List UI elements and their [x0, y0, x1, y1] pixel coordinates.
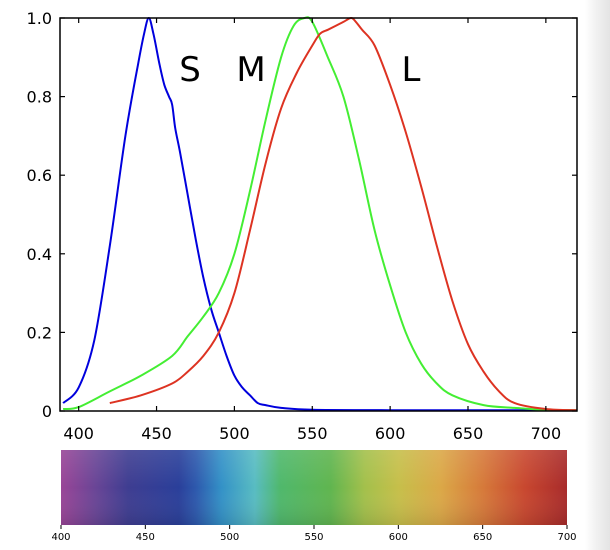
axes-frame	[59, 17, 578, 412]
series-line-l	[109, 17, 578, 412]
series-label-m: M	[236, 50, 265, 90]
y-tick-label: 0	[42, 402, 52, 421]
x-tick-label: 450	[141, 424, 172, 443]
series-line-s	[62, 17, 578, 412]
spectrum-tick-label: 600	[389, 532, 408, 543]
curves-layer	[62, 16, 578, 412]
spectrum-tick-label: 700	[557, 532, 576, 543]
spectrum-ticks: 400 450 500 550 600 650 700	[51, 525, 577, 543]
spectrum-tick-label: 450	[136, 532, 155, 543]
spectrum-tick-label: 650	[473, 532, 492, 543]
x-tick-label: 600	[375, 424, 406, 443]
spectrum-tick-label: 400	[51, 532, 70, 543]
spectrum-shading	[61, 450, 567, 525]
spectrum-tick-label: 500	[220, 532, 239, 543]
x-tick-label: 700	[531, 424, 562, 443]
x-tick-label: 550	[297, 424, 328, 443]
axis-ticks: 400 450 500 550 600 650 700 0 0.2 0.4 0.6 0.8 1.0	[27, 9, 577, 443]
spectrum-bar: 400 450 500 550 600 650 700	[51, 450, 577, 543]
series-label-l: L	[402, 50, 421, 90]
y-tick-label: 0.8	[27, 88, 52, 107]
y-tick-label: 0.4	[27, 245, 52, 264]
series-label-s: S	[179, 50, 201, 90]
x-tick-label: 500	[219, 424, 250, 443]
y-tick-label: 0.6	[27, 166, 52, 185]
x-tick-label: 650	[453, 424, 484, 443]
spectrum-tick-label: 550	[304, 532, 323, 543]
series-line-m	[62, 16, 578, 412]
y-tick-label: 1.0	[27, 9, 52, 28]
x-tick-label: 400	[63, 424, 94, 443]
y-tick-label: 0.2	[27, 323, 52, 342]
